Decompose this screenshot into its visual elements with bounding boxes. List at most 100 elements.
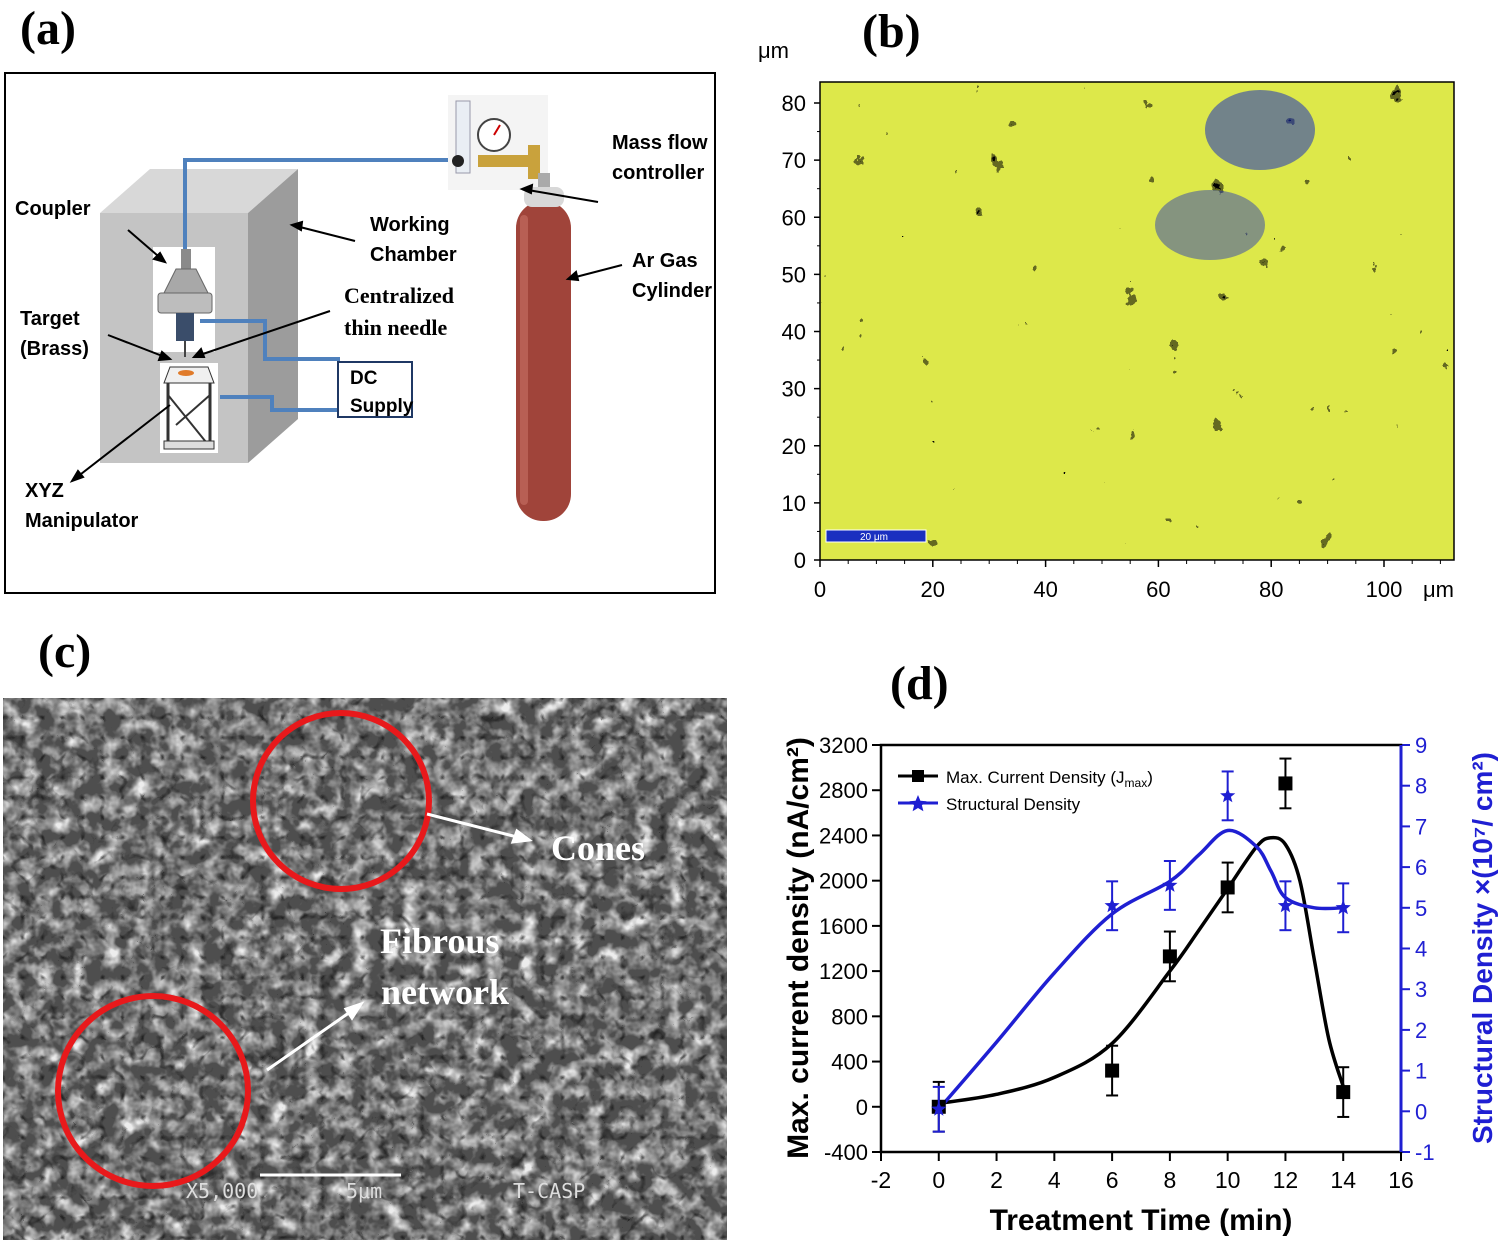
cones-highlight-circle	[250, 710, 432, 892]
sem-brand: T-CASP	[513, 1179, 585, 1203]
map-x-tick-label: 80	[1259, 577, 1283, 602]
x-tick-label: 8	[1163, 1167, 1176, 1193]
xyz-label-1: XYZ	[25, 480, 64, 502]
map-y-tick-label: 20	[782, 434, 806, 459]
gas-pipe	[183, 158, 450, 412]
map-dark-region	[1205, 90, 1315, 170]
y-left-tick-label: 1200	[819, 959, 868, 984]
y-left-tick-label: 2000	[819, 869, 868, 894]
y-right-tick-label: -1	[1415, 1140, 1435, 1165]
map-y-tick-label: 0	[794, 548, 806, 573]
x-tick-label: 14	[1330, 1167, 1356, 1193]
panel-a-letter: (a)	[20, 2, 76, 55]
series-line-jmax	[938, 835, 1345, 1106]
data-point-jmax	[1105, 1063, 1120, 1078]
mfc-label-2: controller	[612, 162, 704, 184]
sem-arrows	[266, 812, 533, 1072]
panel-d-letter: (d)	[890, 657, 949, 710]
data-point-structural	[1104, 897, 1120, 913]
data-point-structural	[1335, 899, 1351, 915]
ar-label-2: Cylinder	[632, 280, 712, 302]
legend-marker-jmax	[912, 770, 924, 782]
map-y-tick-label: 60	[782, 205, 806, 230]
fibrous-label-1: Fibrous	[380, 921, 499, 961]
data-point-jmax	[1162, 949, 1177, 964]
chart-legend: Max. Current Density (Jmax) Structural D…	[898, 768, 1153, 814]
cones-label: Cones	[551, 828, 645, 868]
y-left-tick-label: 2800	[819, 778, 868, 803]
target-label-1: Target	[20, 308, 80, 330]
xyz-label-2: Manipulator	[25, 510, 139, 532]
y-right-tick-label: 8	[1415, 774, 1427, 799]
coupler-label: Coupler	[15, 198, 91, 220]
panel-a-schematic: DC Supply Coupler Working Chamber Target…	[4, 72, 716, 594]
x-tick-label: 0	[932, 1167, 945, 1193]
y-right-tick-label: 3	[1415, 977, 1427, 1002]
x-tick-label: 6	[1106, 1167, 1119, 1193]
legend-label-jmax: Max. Current Density (Jmax)	[946, 768, 1153, 790]
x-tick-label: 16	[1388, 1167, 1414, 1193]
y-left-tick-label: 400	[831, 1050, 868, 1075]
fibrous-label-2: network	[381, 972, 509, 1012]
x-tick-label: 12	[1273, 1167, 1299, 1193]
y-left-tick-label: 800	[831, 1004, 868, 1029]
y-right-tick-label: 1	[1415, 1059, 1427, 1084]
data-point-structural	[1220, 787, 1236, 803]
map-scalebar	[825, 529, 927, 543]
y-right-tick-label: 5	[1415, 896, 1427, 921]
data-point-jmax	[1336, 1085, 1351, 1100]
data-point-structural	[1277, 897, 1294, 913]
x-tick-label: 4	[1048, 1167, 1061, 1193]
needle-label-2: thin needle	[344, 315, 448, 340]
target-label-2: (Brass)	[20, 338, 89, 360]
mfc-label-1: Mass flow	[612, 132, 708, 154]
y-left-tick-label: -400	[824, 1140, 868, 1165]
y-right-tick-label: 6	[1415, 855, 1427, 880]
dc-label-1: DC	[350, 368, 378, 389]
dc-supply-box	[337, 361, 413, 418]
map-x-tick-label: 0	[814, 577, 826, 602]
map-x-tick-label: 40	[1033, 577, 1057, 602]
data-point-structural	[931, 1101, 947, 1116]
sem-dark-texture	[3, 698, 727, 1240]
ar-label-1: Ar Gas	[632, 250, 698, 272]
map-x-tick-label: 100	[1366, 577, 1403, 602]
y-left-tick-label: 3200	[819, 733, 868, 758]
y-left-tick-label: 0	[856, 1095, 868, 1120]
map-low-layer	[820, 82, 1454, 560]
data-point-jmax	[1278, 776, 1293, 791]
map-y-tick-label: 30	[782, 377, 806, 402]
map-y-tick-label: 80	[782, 91, 806, 116]
coupler-icon	[157, 249, 213, 357]
x-tick-label: 2	[990, 1167, 1003, 1193]
ar-gas-cylinder-icon	[516, 173, 571, 521]
map-y-tick-label: 70	[782, 148, 806, 173]
map-x-tick-label: 60	[1146, 577, 1170, 602]
map-frame	[819, 81, 1455, 561]
dc-label-2: Supply	[350, 396, 414, 417]
needle-label-1: Centralized	[344, 283, 454, 308]
x-axis-label: Treatment Time (min)	[990, 1204, 1293, 1237]
data-point-jmax	[1220, 880, 1235, 895]
legend-marker-structural	[909, 795, 927, 812]
data-point-structural	[1162, 877, 1178, 892]
y-left-tick-label: 1600	[819, 914, 868, 939]
legend-label-structural: Structural Density	[946, 795, 1081, 814]
y-right-tick-label: 2	[1415, 1018, 1427, 1043]
panel-c-letter: (c)	[38, 625, 92, 678]
map-unit-right: μm	[1423, 577, 1454, 602]
fibrous-highlight-circle	[55, 993, 251, 1189]
panel-c-sem-image: Cones Fibrous network X5,000 5μm T-CASP	[3, 698, 727, 1240]
map-x-tick-label: 20	[921, 577, 945, 602]
panel-b-letter: (b)	[862, 5, 921, 58]
map-y-tick-label: 40	[782, 320, 806, 345]
map-y-tick-label: 50	[782, 262, 806, 287]
panel-d-chart: -2 0 2 4 6 8 10 12 14 16-400040080012001600200024…	[782, 733, 1498, 1237]
map-unit-top: μm	[758, 38, 789, 63]
series-line-structural	[937, 828, 1344, 1111]
working-chamber-label-1: Working	[370, 214, 450, 236]
x-tick-label: -2	[871, 1167, 891, 1193]
map-dark-region	[1155, 190, 1265, 260]
y-axis-right-label: Structural Density ×(10⁷/ cm²)	[1467, 752, 1498, 1144]
